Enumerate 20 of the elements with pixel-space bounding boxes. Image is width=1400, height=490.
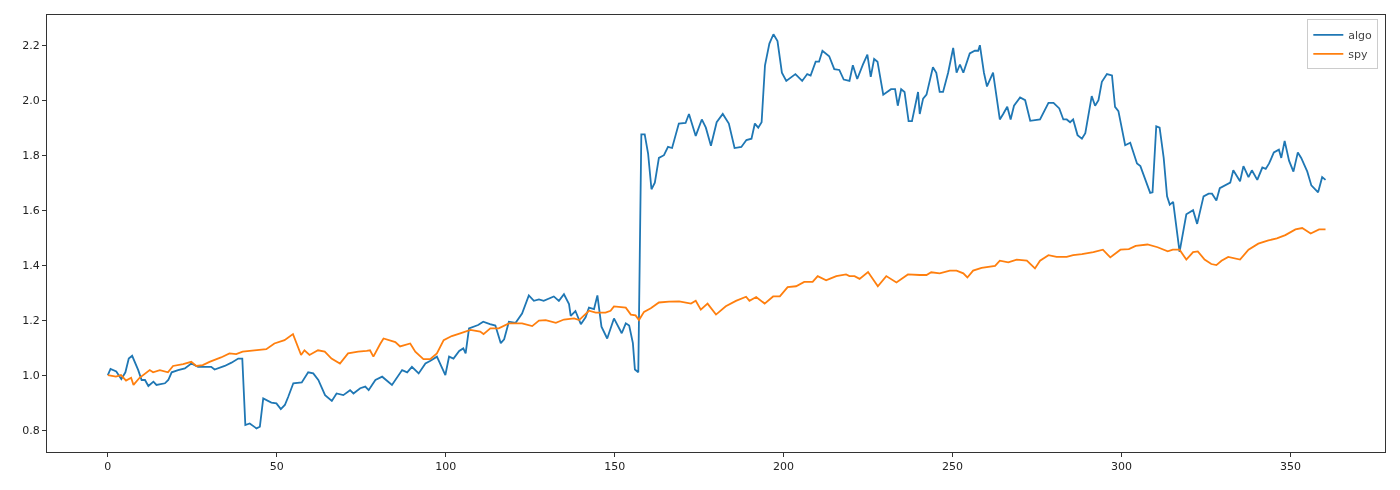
y-tick-label: 0.8: [22, 423, 40, 437]
x-tick-label: 0: [104, 460, 112, 474]
x-tick-label: 100: [435, 460, 457, 474]
x-tick-label: 150: [604, 460, 626, 474]
line-series: [106, 33, 1327, 430]
legend-label: spy: [1348, 48, 1369, 62]
x-tick-label: 250: [942, 460, 964, 474]
x-tick-label: 50: [269, 460, 284, 474]
y-tick-label: 2.0: [22, 94, 40, 108]
y-tick-label: 1.8: [22, 149, 40, 163]
y-tick-label: 1.6: [22, 203, 40, 217]
y-tick-label: 1.4: [22, 258, 40, 272]
x-tick-label: 200: [773, 460, 795, 474]
x-tick-label: 350: [1279, 460, 1301, 474]
legend-label: algo: [1348, 29, 1373, 43]
line-series: [106, 227, 1327, 386]
y-tick-label: 1.2: [22, 313, 40, 327]
y-tick-label: 1.0: [22, 368, 40, 382]
x-tick-label: 300: [1110, 460, 1132, 474]
y-tick-label: 2.2: [22, 39, 40, 53]
